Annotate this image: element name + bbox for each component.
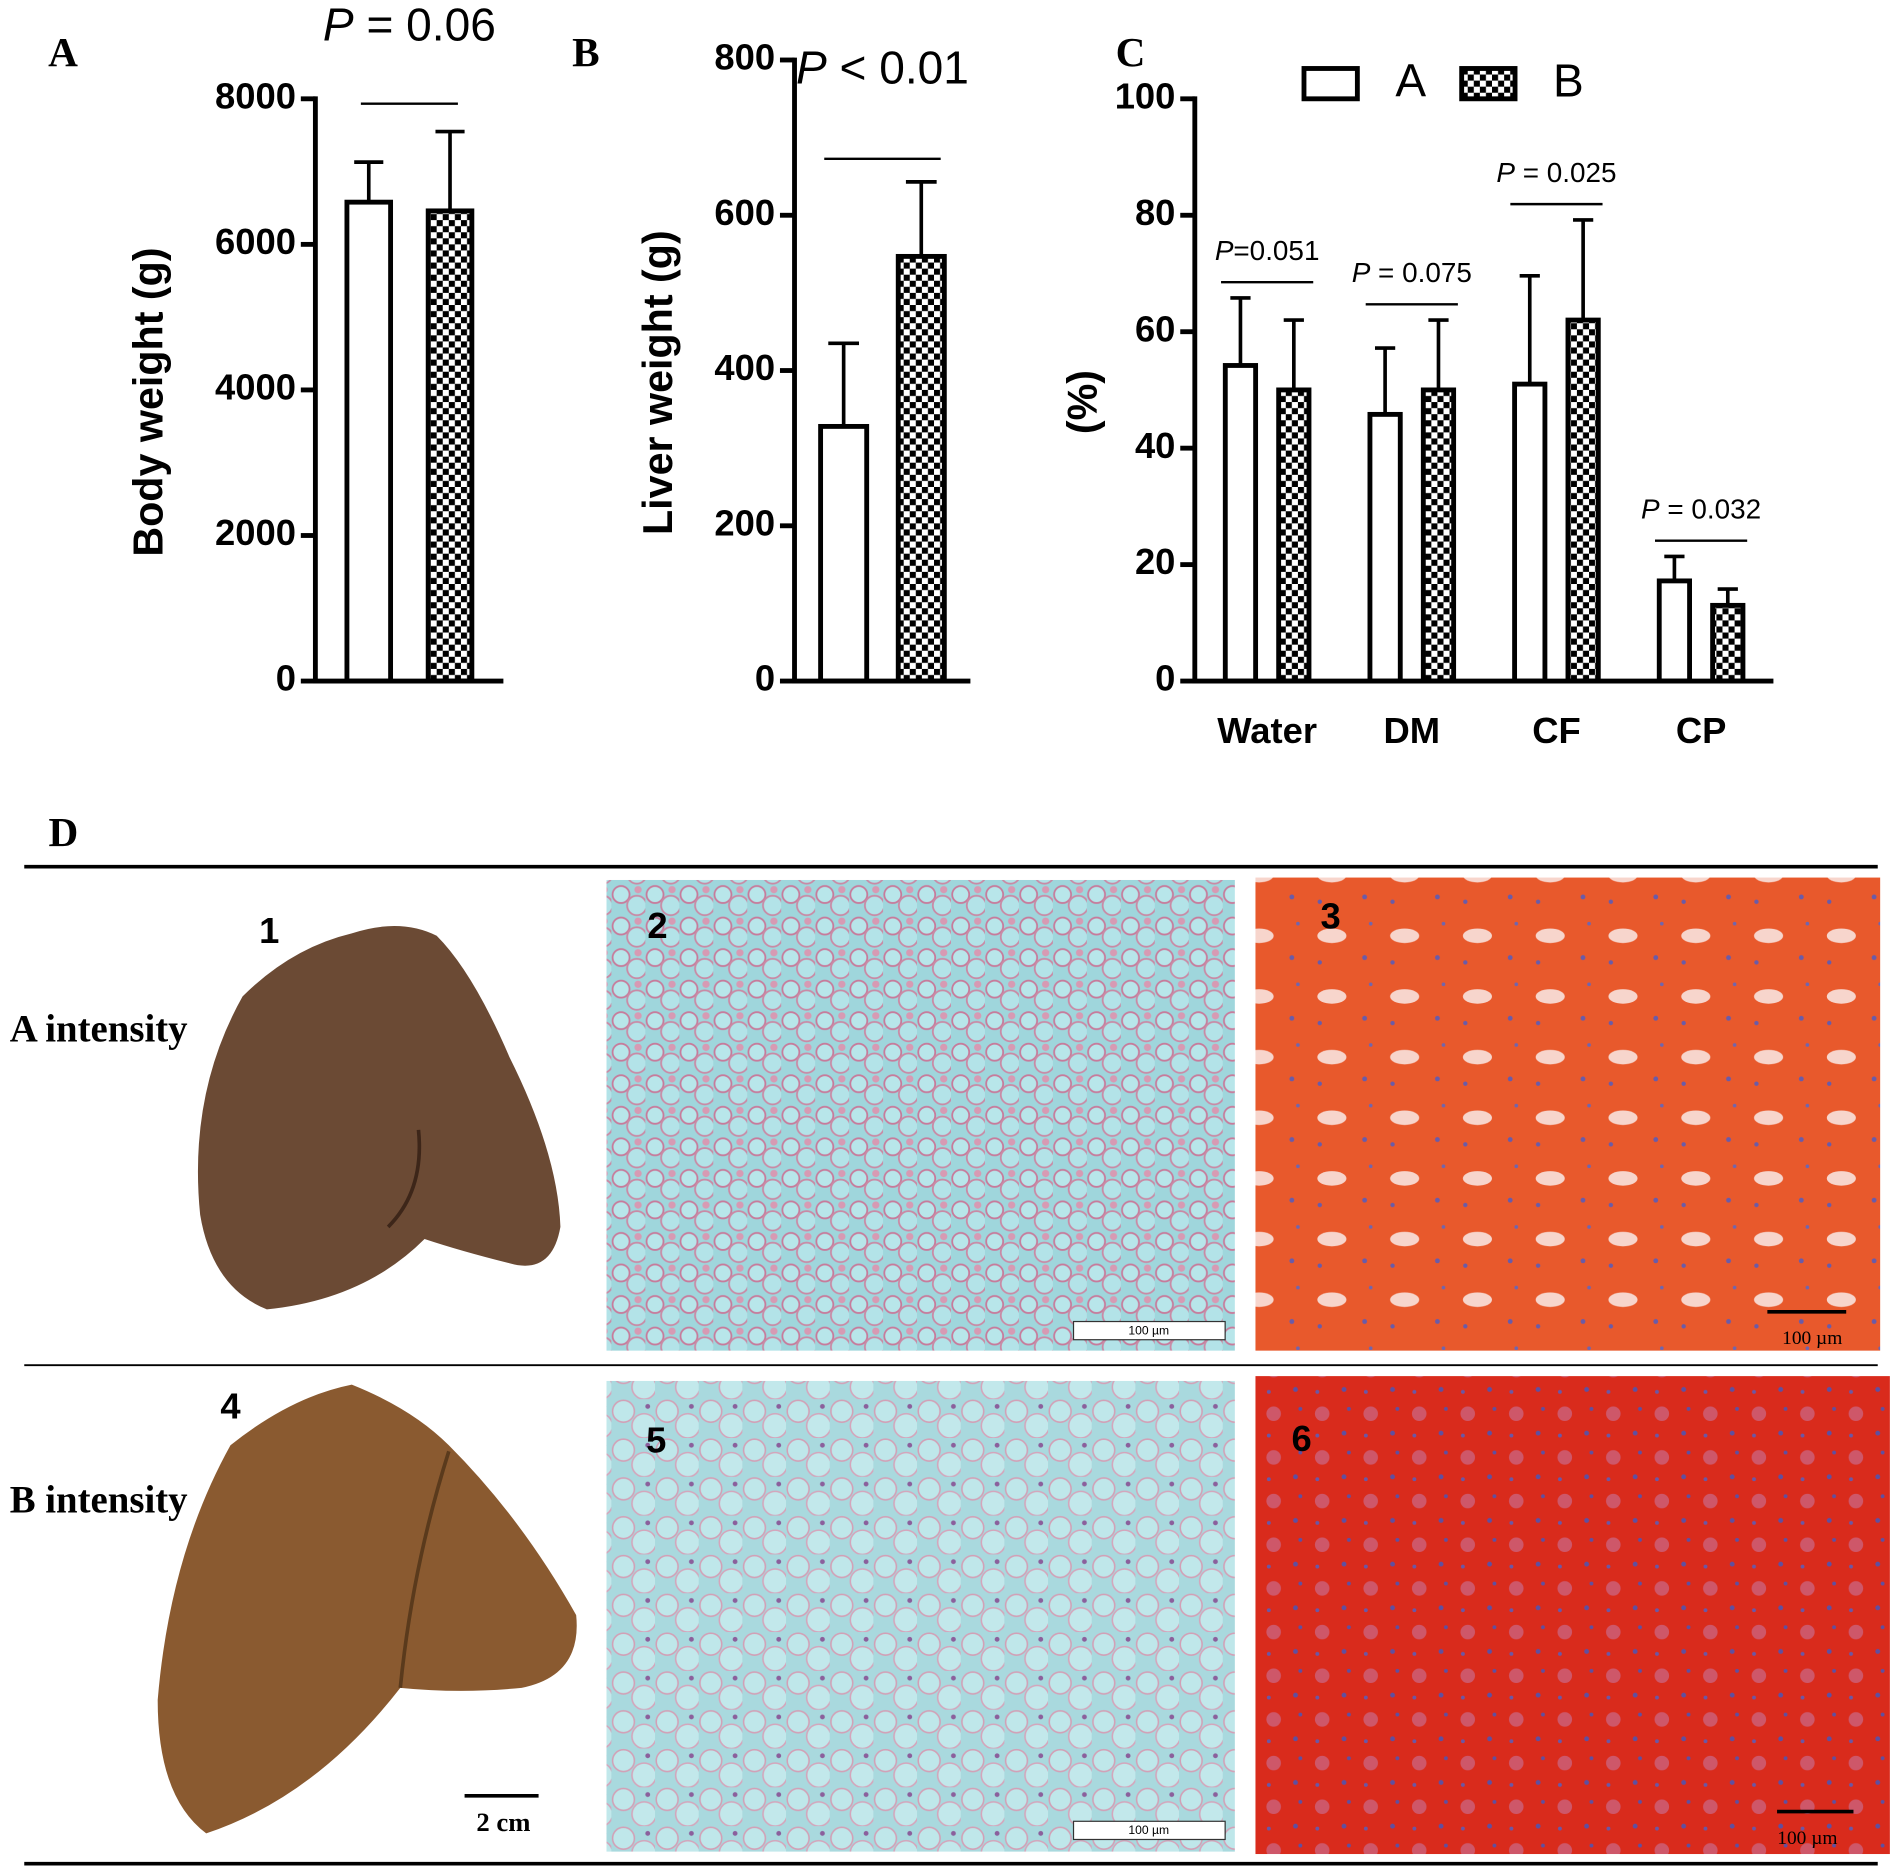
panel-label: A — [48, 29, 78, 75]
y-axis-label: Liver weight (g) — [635, 230, 681, 535]
bar — [1420, 387, 1457, 684]
liver-photo — [398, 1450, 451, 1689]
histology-image — [1255, 877, 1881, 1351]
y-axis-label: Body weight (g) — [126, 247, 172, 556]
p-value: P = 0.032 — [1641, 494, 1761, 525]
bar — [425, 208, 475, 684]
row-label: B intensity — [10, 1478, 188, 1521]
scale-label: 2 cm — [476, 1807, 530, 1837]
legend-swatch — [1301, 66, 1360, 102]
y-tick-label: 600 — [714, 192, 775, 233]
image-number: 3 — [1321, 895, 1341, 936]
y-tick-label: 80 — [1135, 192, 1175, 233]
liver-photo — [386, 1129, 422, 1229]
image-number: 5 — [646, 1419, 666, 1460]
scale-label: 100 µm — [1782, 1328, 1842, 1349]
scale-label: 100 µm — [1128, 1323, 1169, 1337]
bar — [1512, 381, 1548, 684]
y-tick-label: 0 — [1155, 658, 1175, 699]
image-number: 2 — [647, 905, 667, 946]
y-axis-label: (%) — [1060, 370, 1106, 434]
bar — [1565, 317, 1601, 684]
bar — [1367, 411, 1403, 684]
y-tick-label: 20 — [1135, 541, 1175, 582]
legend-label: A — [1395, 54, 1426, 106]
bar — [1656, 578, 1692, 684]
p-value: P = 0.075 — [1352, 258, 1472, 289]
y-tick-label: 200 — [714, 502, 775, 543]
p-value: P = 0.025 — [1496, 157, 1616, 188]
image-number: 1 — [259, 910, 279, 951]
y-tick-label: 0 — [755, 658, 775, 699]
bar — [1276, 387, 1312, 684]
panel-label: B — [572, 29, 600, 75]
liver-photo — [197, 926, 561, 1310]
scale-label: 100 µm — [1128, 1823, 1169, 1837]
x-tick-label: CF — [1532, 710, 1581, 751]
p-value: P=0.051 — [1215, 235, 1320, 266]
scale-label: 100 µm — [1777, 1828, 1837, 1849]
image-number: 6 — [1291, 1418, 1311, 1459]
x-tick-label: Water — [1217, 710, 1317, 751]
bar — [1222, 363, 1259, 684]
bar — [344, 199, 394, 684]
y-tick-label: 400 — [714, 347, 775, 388]
y-tick-label: 8000 — [215, 75, 296, 116]
y-tick-label: 2000 — [215, 512, 296, 553]
x-tick-label: CP — [1676, 710, 1727, 751]
y-tick-label: 6000 — [215, 221, 296, 262]
histology-image — [1255, 1376, 1890, 1855]
y-tick-label: 40 — [1135, 425, 1175, 466]
y-tick-label: 100 — [1115, 75, 1176, 116]
panel-label: D — [49, 809, 79, 855]
legend-label: B — [1553, 54, 1584, 106]
bar — [1710, 602, 1746, 684]
y-tick-label: 60 — [1135, 308, 1175, 349]
bar — [818, 423, 870, 684]
liver-photo — [157, 1384, 577, 1834]
scale-box — [1072, 1320, 1226, 1341]
p-value: P = 0.06 — [323, 0, 496, 51]
bar — [895, 253, 947, 684]
y-tick-label: 0 — [276, 658, 296, 699]
x-tick-label: DM — [1384, 710, 1441, 751]
scale-box — [1072, 1820, 1226, 1841]
histology-image — [606, 1380, 1235, 1852]
legend-swatch — [1459, 66, 1518, 102]
histology-image — [606, 879, 1235, 1351]
panel-label: C — [1116, 29, 1146, 75]
row-label: A intensity — [10, 1008, 188, 1051]
y-tick-label: 800 — [714, 37, 775, 78]
p-value: P < 0.01 — [796, 42, 969, 94]
y-tick-label: 4000 — [215, 367, 296, 408]
image-number: 4 — [220, 1385, 241, 1426]
